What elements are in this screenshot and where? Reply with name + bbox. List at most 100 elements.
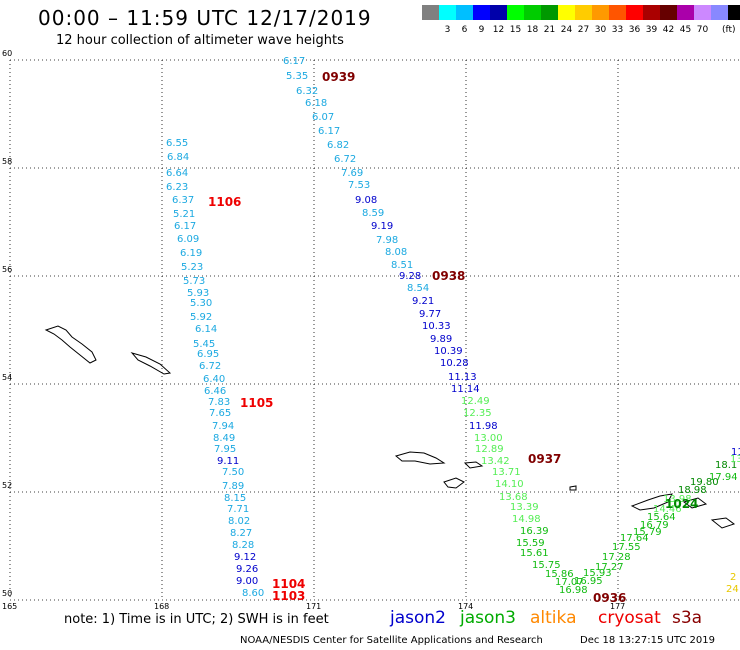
lon-label: 168 xyxy=(154,602,169,611)
island-kiska xyxy=(394,451,446,465)
swh-value: 5.92 xyxy=(190,312,212,323)
generated-timestamp: Dec 18 13:27:15 UTC 2019 xyxy=(580,635,715,646)
swh-value: 7.50 xyxy=(222,467,244,478)
colorbar-swatch xyxy=(592,5,609,20)
swh-value: 8.02 xyxy=(228,516,250,527)
swh-value: 6.40 xyxy=(203,374,225,385)
colorbar-label: 70 xyxy=(696,25,709,35)
swh-value: 6.82 xyxy=(327,140,349,151)
island-small-a xyxy=(463,461,484,469)
colorbar-swatch xyxy=(677,5,694,20)
swh-value: 5.45 xyxy=(193,339,215,350)
swh-value: 9.11 xyxy=(217,456,239,467)
swh-value: 15.61 xyxy=(520,548,549,559)
colorbar-label: 15 xyxy=(509,25,522,35)
swh-value: 1024 xyxy=(665,497,698,511)
lon-label: 177 xyxy=(610,602,625,611)
swh-value: 6.17 xyxy=(174,221,196,232)
swh-value: 5.35 xyxy=(286,71,308,82)
colorbar-swatch xyxy=(473,5,490,20)
swh-value: 9.00 xyxy=(236,576,258,587)
swh-value: 6.14 xyxy=(195,324,217,335)
lat-label: 52 xyxy=(2,481,12,490)
swh-edge-value: 24 xyxy=(726,584,739,595)
island-attu xyxy=(130,352,172,375)
label-1103: 1103 xyxy=(272,589,305,603)
island-small-b xyxy=(569,485,577,491)
swh-value: 15.75 xyxy=(532,560,561,571)
swh-value: 7.53 xyxy=(348,180,370,191)
swh-value: 17.28 xyxy=(602,552,631,563)
swh-value: 17.27 xyxy=(595,562,624,573)
swh-value: 5.93 xyxy=(187,288,209,299)
swh-value: 15.86 xyxy=(545,569,574,580)
colorbar-swatch xyxy=(439,5,456,20)
colorbar-label: 36 xyxy=(628,25,641,35)
swh-value: 7.65 xyxy=(209,408,231,419)
colorbar-swatch xyxy=(694,5,711,20)
lon-label: 171 xyxy=(306,602,321,611)
island-amchitka xyxy=(443,477,465,489)
swh-value: 15.59 xyxy=(516,538,545,549)
lat-label: 50 xyxy=(2,589,12,598)
swh-value: 15.93 xyxy=(583,568,612,579)
colorbar-swatch xyxy=(541,5,558,20)
swh-value: 8.08 xyxy=(385,247,407,258)
swh-value: 6.37 xyxy=(172,195,194,206)
satellite-jason3: jason3 xyxy=(460,608,516,628)
swh-value: 9.08 xyxy=(355,195,377,206)
swh-value: 8.15 xyxy=(224,493,246,504)
swh-value: 11.13 xyxy=(448,372,477,383)
swh-value: 8.49 xyxy=(213,433,235,444)
swh-value: 7.83 xyxy=(208,397,230,408)
colorbar-label: 12 xyxy=(492,25,505,35)
swh-value: 8.60 xyxy=(242,588,264,599)
swh-value: 5.73 xyxy=(183,276,205,287)
island-north xyxy=(44,325,97,364)
swh-value: 11.98 xyxy=(469,421,498,432)
swh-value: 13.39 xyxy=(510,502,539,513)
swh-value: 6.32 xyxy=(296,86,318,97)
colorbar-swatch xyxy=(524,5,541,20)
swh-value: 9.19 xyxy=(371,221,393,232)
swh-value: 6.72 xyxy=(334,154,356,165)
swh-value: 14.98 xyxy=(512,514,541,525)
swh-value: 7.69 xyxy=(341,168,363,179)
swh-value: 13.98 xyxy=(663,494,692,505)
altimeter-tracks: 6.556.846.646.236.375.216.176.096.195.23… xyxy=(166,56,740,599)
swh-value: 13.1 xyxy=(730,454,740,465)
colorbar-label: 30 xyxy=(594,25,607,35)
label-1105: 1105 xyxy=(240,396,273,410)
swh-value: 6.55 xyxy=(166,138,188,149)
colorbar-label: 24 xyxy=(560,25,573,35)
swh-value: 16.39 xyxy=(520,526,549,537)
swh-value: 5.21 xyxy=(173,209,195,220)
lon-label: 165 xyxy=(2,602,17,611)
swh-value: 18.1 xyxy=(715,460,737,471)
colorbar-label: 3 xyxy=(444,25,451,35)
colorbar-label: 42 xyxy=(662,25,675,35)
swh-value: 6.17 xyxy=(283,56,305,67)
landmasses xyxy=(44,325,736,529)
satellite-cryosat: cryosat xyxy=(598,608,661,628)
swh-value: 7.89 xyxy=(222,481,244,492)
swh-value: 10.33 xyxy=(422,321,451,332)
island-east-c xyxy=(710,517,736,529)
label-1104: 1104 xyxy=(272,577,305,591)
swh-value: 6.46 xyxy=(204,386,226,397)
colorbar-swatch xyxy=(507,5,524,20)
swh-value: 7.98 xyxy=(376,235,398,246)
colorbar-swatch xyxy=(558,5,575,20)
swh-value: 6.95 xyxy=(197,349,219,360)
swh-value: 16.98 xyxy=(559,585,588,596)
colorbar-label: 21 xyxy=(543,25,556,35)
footer-note: note: 1) Time is in UTC; 2) SWH is in fe… xyxy=(64,612,329,627)
colorbar-swatch xyxy=(575,5,592,20)
lat-label: 60 xyxy=(2,49,12,58)
colorbar-swatch xyxy=(711,5,728,20)
swh-value: 18.98 xyxy=(678,485,707,496)
lat-label: 54 xyxy=(2,373,12,382)
swh-value: 10.28 xyxy=(440,358,469,369)
swh-value: 16.79 xyxy=(640,520,669,531)
